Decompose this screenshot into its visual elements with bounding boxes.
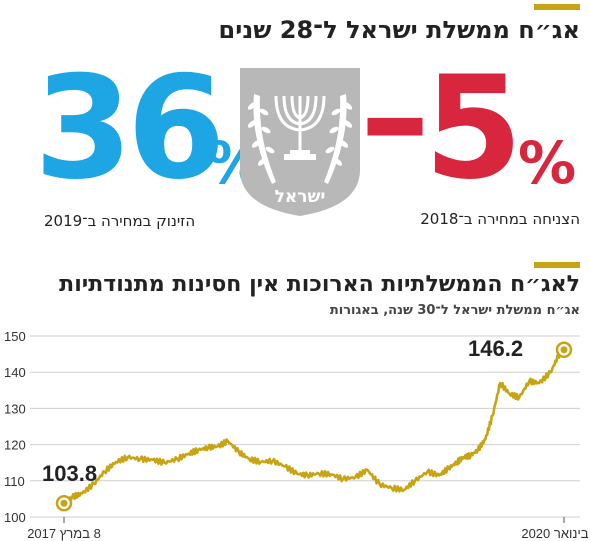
- annotations: 103.8 146.2: [42, 336, 573, 512]
- axis-labels: 100 110 120 130 140 150 8 במרץ 2017 22 בינואר 2…: [4, 329, 590, 541]
- chart-subtitle: אג״ח ממשלת ישראל ל־30 שנה, באגורות: [329, 303, 580, 318]
- y-tick-label: 100: [4, 510, 26, 525]
- emblem-text: ישראל: [275, 187, 326, 207]
- stat-drop-sign: –: [360, 36, 430, 199]
- data-label: 103.8: [42, 461, 97, 486]
- y-tick-label: 130: [4, 401, 26, 416]
- chart-title: לאג״ח הממשלתיות הארוכות אין חסינות מתנוד…: [59, 272, 580, 297]
- stat-rise-value: 36: [34, 46, 226, 211]
- y-tick-label: 140: [4, 365, 26, 380]
- gridlines: [30, 335, 580, 518]
- endpoint-marker-dot: [60, 499, 68, 507]
- top-accent-bar: [534, 4, 580, 10]
- y-tick-label: 110: [4, 474, 25, 489]
- data-label: 146.2: [468, 336, 523, 361]
- series-layer: [62, 348, 565, 505]
- chart-accent-bar: [534, 262, 580, 268]
- y-tick-label: 150: [4, 329, 26, 344]
- endpoint-marker-dot: [560, 346, 568, 354]
- series-line: [62, 348, 565, 505]
- stat-drop-caption: הצניחה במחירה ב־2018: [420, 210, 580, 228]
- y-tick-label: 120: [4, 438, 26, 453]
- x-tick-label: 8 במרץ 2017: [27, 526, 101, 541]
- x-tick-label: 22 בינואר 2020: [521, 526, 590, 541]
- state-emblem-menorah-icon: ישראל: [240, 68, 360, 216]
- stat-rise-caption: הזינוק במחירה ב־2019: [44, 212, 196, 230]
- stat-drop-unit: %: [518, 129, 577, 197]
- stat-drop-value: 5: [424, 46, 523, 211]
- page-title: אג״ח ממשלת ישראל ל־28 שנים: [218, 16, 580, 44]
